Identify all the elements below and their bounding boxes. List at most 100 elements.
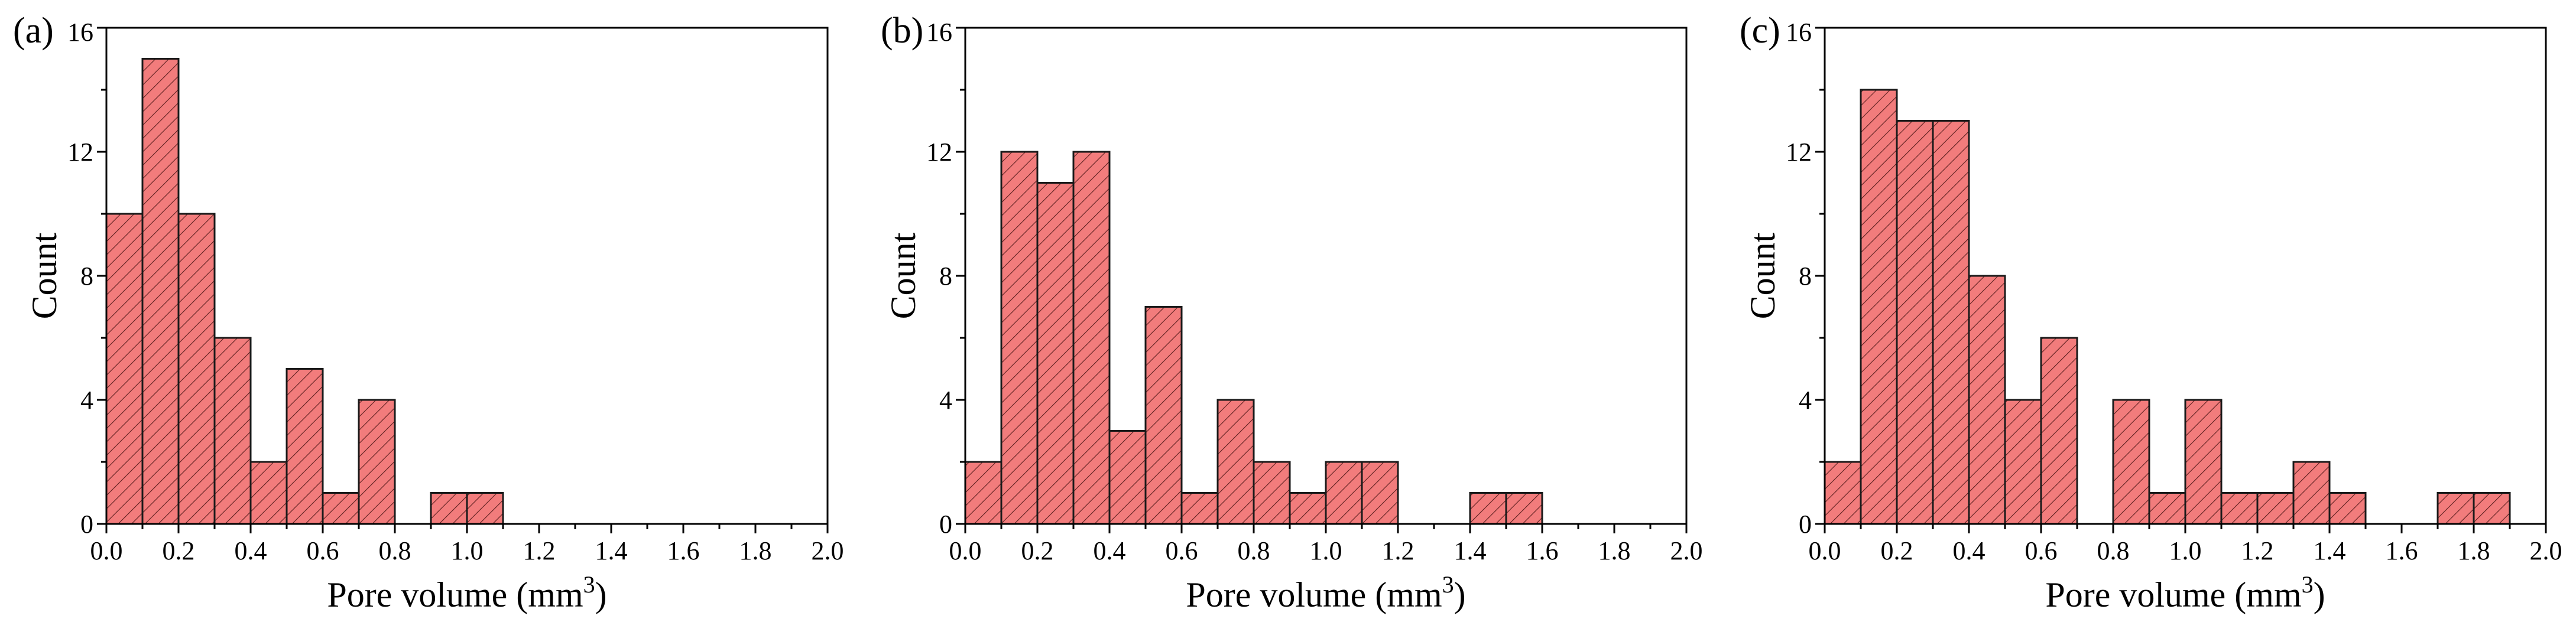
panel-label-a: (a) — [13, 11, 54, 51]
y-tick-label-c-4: 16 — [1786, 18, 1812, 47]
x-tick-label-a-2: 0.4 — [235, 536, 267, 565]
bar-b-0 — [964, 461, 1003, 525]
x-tick-label-a-7: 1.4 — [595, 536, 628, 565]
y-tick-label-c-3: 12 — [1786, 138, 1812, 167]
bar-a-3 — [213, 337, 252, 525]
chart-panel-a: 0.0 0.2 0.4 0.6 0.8 1.0 1.2 1.4 1.6 1.8 2.0 0 4 8 12 16… — [13, 11, 844, 614]
x-tick-label-c-8: 1.6 — [2386, 536, 2418, 565]
y-tick-label-a-1: 4 — [80, 386, 93, 415]
x-axis-title-main-c: Pore volume (mm — [2045, 575, 2301, 614]
x-tick-label-c-4: 0.8 — [2097, 536, 2130, 565]
bar-c-3 — [1932, 120, 1970, 525]
bar-a-8 — [430, 492, 468, 525]
y-axis-title-c: Count — [1743, 232, 1782, 319]
x-tick-label-a-9: 1.8 — [739, 536, 772, 565]
x-tick-label-b-5: 1.0 — [1310, 536, 1342, 565]
y-tick-label-a-2: 8 — [80, 262, 93, 291]
bar-c-15 — [2473, 492, 2511, 525]
y-tick-label-b-4: 16 — [926, 18, 952, 47]
x-tick-label-a-0: 0.0 — [90, 536, 123, 565]
x-tick-label-a-5: 1.0 — [451, 536, 484, 565]
bar-c-1 — [1860, 89, 1898, 525]
x-axis-title-sup-a: 3 — [583, 571, 595, 598]
x-axis-title-c: Pore volume (mm3) — [2045, 571, 2325, 614]
y-tick-label-a-3: 12 — [67, 138, 93, 167]
y-tick-label-b-1: 4 — [939, 386, 952, 415]
bar-c-0 — [1824, 461, 1862, 525]
bar-b-2 — [1036, 182, 1075, 525]
y-tick-label-b-2: 8 — [939, 262, 952, 291]
bars-a — [105, 58, 504, 525]
x-axis-title-sup-b: 3 — [1442, 571, 1454, 598]
x-tick-label-b-0: 0.0 — [949, 536, 982, 565]
bar-c-13 — [2328, 492, 2367, 525]
x-tick-label-c-0: 0.0 — [1809, 536, 1841, 565]
y-axis-title-b: Count — [884, 232, 923, 319]
bar-c-7 — [2112, 399, 2150, 525]
bar-c-8 — [2148, 492, 2186, 525]
x-tick-label-a-1: 0.2 — [163, 536, 195, 565]
bar-a-1 — [141, 58, 180, 525]
bar-a-7 — [358, 399, 396, 525]
panel-label-c: (c) — [1740, 11, 1780, 51]
chart-panel-b: 0.0 0.2 0.4 0.6 0.8 1.0 1.2 1.4 1.6 1.8 2.0 0 4 8 12 16… — [881, 11, 1703, 614]
x-axis-title-end-a: ) — [595, 575, 607, 614]
bar-b-9 — [1289, 492, 1327, 525]
bar-b-6 — [1180, 492, 1219, 525]
x-tick-label-b-6: 1.2 — [1382, 536, 1414, 565]
bar-b-5 — [1144, 306, 1183, 525]
x-tick-label-b-3: 0.6 — [1166, 536, 1198, 565]
bar-c-14 — [2437, 492, 2475, 525]
y-tick-label-b-0: 0 — [939, 510, 952, 539]
y-tick-label-b-3: 12 — [926, 138, 952, 167]
bars-c — [1824, 89, 2511, 525]
y-tick-label-c-0: 0 — [1799, 510, 1812, 539]
x-axis-title-b: Pore volume (mm3) — [1186, 571, 1465, 614]
bar-a-2 — [177, 213, 216, 525]
x-tick-label-b-8: 1.6 — [1526, 536, 1559, 565]
y-tick-label-c-2: 8 — [1799, 262, 1812, 291]
bar-b-12 — [1469, 492, 1507, 525]
y-tick-label-a-0: 0 — [80, 510, 93, 539]
x-tick-label-a-3: 0.6 — [307, 536, 339, 565]
bar-a-6 — [322, 492, 360, 525]
bar-b-7 — [1216, 399, 1255, 525]
panel-label-b: (b) — [881, 11, 923, 51]
y-tick-label-c-1: 4 — [1799, 386, 1812, 415]
bar-c-6 — [2040, 337, 2078, 525]
bar-c-5 — [2004, 399, 2042, 525]
bar-c-2 — [1896, 120, 1934, 525]
x-tick-label-c-7: 1.4 — [2314, 536, 2346, 565]
x-tick-label-a-10: 2.0 — [812, 536, 844, 565]
bar-b-4 — [1108, 430, 1147, 525]
bar-b-1 — [1000, 151, 1039, 525]
x-tick-label-c-5: 1.0 — [2169, 536, 2202, 565]
x-tick-label-b-4: 0.8 — [1238, 536, 1270, 565]
x-axis-title-main-b: Pore volume (mm — [1186, 575, 1442, 614]
x-tick-label-c-6: 1.2 — [2241, 536, 2274, 565]
bar-c-11 — [2256, 492, 2295, 525]
bar-b-3 — [1072, 151, 1111, 525]
bar-b-13 — [1505, 492, 1543, 525]
x-tick-label-c-9: 1.8 — [2458, 536, 2490, 565]
y-axis-title-a: Count — [25, 232, 64, 319]
bar-b-10 — [1325, 461, 1363, 525]
y-tick-label-a-4: 16 — [67, 18, 93, 47]
bar-a-9 — [466, 492, 504, 525]
bar-b-11 — [1361, 461, 1399, 525]
bar-c-10 — [2220, 492, 2259, 525]
chart-panel-c: 0.0 0.2 0.4 0.6 0.8 1.0 1.2 1.4 1.6 1.8 2.0 0 4 8 12 16… — [1740, 11, 2562, 614]
x-tick-label-c-2: 0.4 — [1953, 536, 1985, 565]
x-tick-label-c-10: 2.0 — [2530, 536, 2562, 565]
x-axis-title-sup-c: 3 — [2302, 571, 2314, 598]
bars-b — [964, 151, 1543, 525]
x-axis-title-end-b: ) — [1454, 575, 1466, 614]
bar-c-9 — [2184, 399, 2223, 525]
x-tick-label-b-9: 1.8 — [1598, 536, 1631, 565]
x-tick-label-b-10: 2.0 — [1670, 536, 1703, 565]
x-axis-title-a: Pore volume (mm3) — [327, 571, 606, 614]
x-tick-label-b-1: 0.2 — [1021, 536, 1054, 565]
x-tick-label-a-4: 0.8 — [379, 536, 411, 565]
